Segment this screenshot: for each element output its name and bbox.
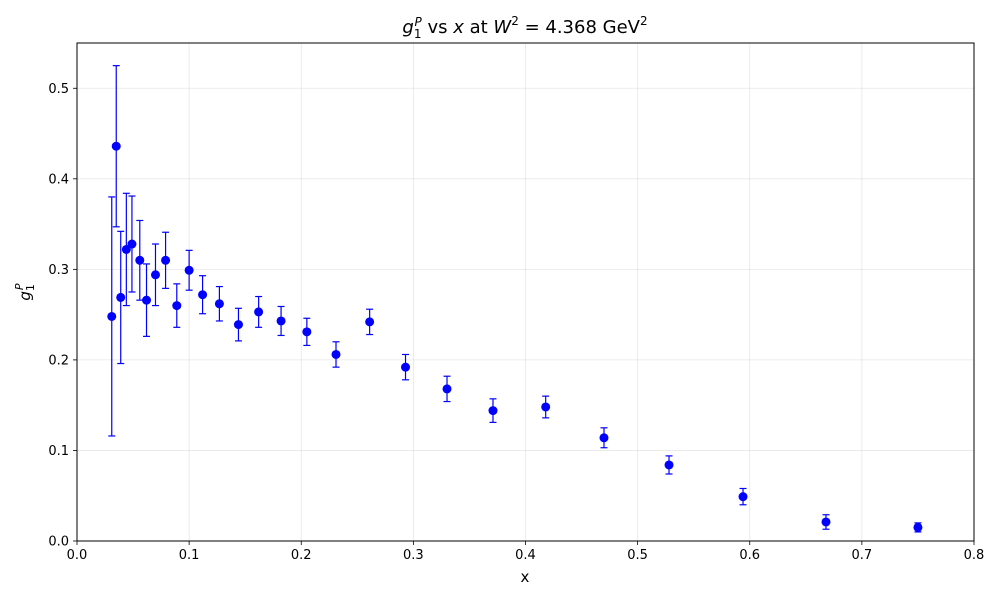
title-mid1: vs: [422, 17, 453, 38]
marker: [302, 327, 312, 337]
data-point-11: [198, 275, 208, 315]
data-point-17: [331, 341, 341, 368]
marker: [365, 317, 375, 327]
title-mid2: at: [464, 17, 494, 38]
chart-title: g1P vs x at W2 = 4.368 GeV2: [402, 14, 647, 41]
data-point-22: [541, 395, 551, 419]
marker: [107, 311, 117, 321]
data-point-25: [738, 487, 748, 506]
marker: [599, 433, 609, 443]
marker: [233, 320, 243, 330]
data-point-9: [172, 283, 182, 328]
marker: [738, 492, 748, 502]
x-tick-label-8: 0.8: [964, 548, 985, 563]
data-point-3: [121, 192, 131, 307]
data-point-14: [254, 295, 264, 328]
x-tick-label-6: 0.6: [739, 548, 760, 563]
y-label-sub: 1: [24, 284, 37, 291]
x-tick-label-1: 0.1: [179, 548, 200, 563]
data-point-13: [233, 307, 243, 342]
data-point-2: [116, 230, 126, 365]
data-point-26: [821, 514, 831, 530]
marker: [913, 522, 923, 532]
title-g-sup: P: [414, 15, 422, 29]
data-point-10: [184, 249, 194, 291]
data-point-16: [302, 317, 312, 347]
data-point-27: [913, 522, 923, 533]
title-eq: = 4.368 GeV: [519, 17, 641, 38]
marker: [198, 290, 208, 300]
grid: [76, 43, 975, 542]
y-tick-label-3: 0.3: [48, 263, 69, 278]
data-point-0: [107, 196, 117, 437]
marker: [401, 362, 411, 372]
y-label-g: g: [16, 291, 34, 301]
data-point-6: [142, 263, 152, 337]
y-label-sup: P: [13, 283, 26, 290]
x-tick-label-4: 0.4: [515, 548, 536, 563]
data-point-4: [127, 195, 137, 293]
data-point-23: [599, 427, 609, 449]
marker: [821, 517, 831, 527]
data-point-20: [442, 375, 452, 403]
title-W: W: [493, 17, 512, 38]
marker: [172, 301, 182, 311]
title-g: g: [402, 17, 413, 38]
y-tick-label-0: 0.0: [48, 535, 69, 550]
x-tick-label-5: 0.5: [627, 548, 648, 563]
title-g-sub: 1: [414, 27, 422, 41]
marker: [541, 402, 551, 412]
marker: [111, 141, 121, 151]
x-tick-label-3: 0.3: [403, 548, 424, 563]
title-x: x: [452, 17, 464, 38]
marker: [121, 244, 131, 254]
x-tick-label-0: 0.0: [67, 548, 88, 563]
x-axis-label: x: [521, 568, 530, 586]
x-tick-label-7: 0.7: [852, 548, 873, 563]
marker: [142, 295, 152, 305]
data-point-7: [150, 243, 160, 307]
marker: [276, 316, 286, 326]
axis-ticks: 0.0 0.1 0.2 0.3 0.4 0.5 0.6 0.7 0.8 0.0 0.1 0.2 0.3 0…: [48, 82, 984, 563]
data-point-24: [664, 455, 674, 475]
data-point-18: [365, 308, 375, 336]
data-point-1: [111, 65, 121, 228]
marker: [331, 349, 341, 359]
data-point-19: [401, 353, 411, 381]
marker: [150, 270, 160, 280]
y-tick-label-1: 0.1: [48, 444, 69, 459]
y-axis-label: g1P: [13, 283, 37, 301]
marker: [127, 239, 137, 249]
marker: [254, 307, 264, 317]
marker: [214, 299, 224, 309]
marker: [184, 265, 194, 275]
marker: [664, 460, 674, 470]
marker: [161, 255, 171, 265]
data-point-5: [135, 219, 145, 301]
marker: [135, 255, 145, 265]
title-unit-sup: 2: [640, 14, 648, 28]
x-tick-label-2: 0.2: [291, 548, 312, 563]
data-point-8: [161, 231, 171, 289]
title-W-sup: 2: [511, 14, 519, 28]
data-series: [107, 65, 923, 533]
y-tick-label-2: 0.2: [48, 353, 69, 368]
marker: [116, 292, 126, 302]
y-tick-label-4: 0.4: [48, 172, 69, 187]
data-point-12: [214, 285, 224, 322]
marker: [488, 406, 498, 416]
data-point-21: [488, 398, 498, 423]
data-point-15: [276, 305, 286, 337]
marker: [442, 384, 452, 394]
y-tick-label-5: 0.5: [48, 82, 69, 97]
